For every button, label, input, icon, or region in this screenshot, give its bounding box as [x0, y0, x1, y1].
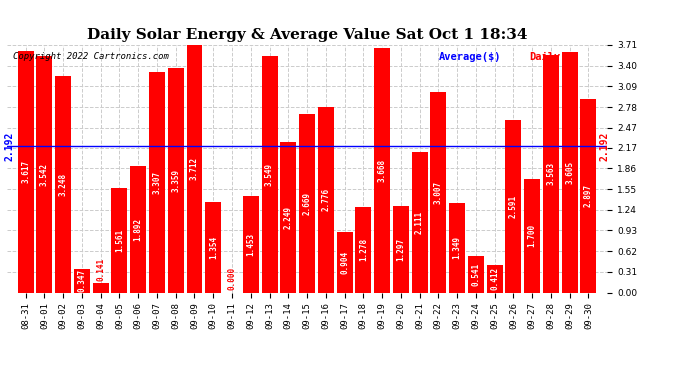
Bar	[168, 68, 184, 292]
Text: 0.000: 0.000	[228, 267, 237, 291]
Text: 0.412: 0.412	[490, 267, 499, 290]
Text: 3.712: 3.712	[190, 157, 199, 180]
Text: 3.549: 3.549	[265, 162, 274, 186]
Bar	[393, 206, 408, 292]
Text: 0.141: 0.141	[96, 258, 105, 281]
Bar	[543, 55, 559, 292]
Text: 2.897: 2.897	[584, 184, 593, 207]
Bar	[92, 283, 108, 292]
Text: 2.192: 2.192	[600, 132, 609, 161]
Text: 2.249: 2.249	[284, 206, 293, 229]
Text: Copyright 2022 Cartronics.com: Copyright 2022 Cartronics.com	[13, 53, 169, 62]
Bar	[149, 72, 165, 292]
Text: 3.007: 3.007	[434, 181, 443, 204]
Bar	[355, 207, 371, 292]
Text: 1.354: 1.354	[209, 236, 218, 259]
Text: 1.561: 1.561	[115, 229, 124, 252]
Text: Average($): Average($)	[439, 53, 502, 62]
Bar	[112, 188, 128, 292]
Bar	[524, 179, 540, 292]
Text: 3.307: 3.307	[152, 171, 161, 194]
Text: 0.541: 0.541	[471, 263, 480, 286]
Text: 3.248: 3.248	[59, 172, 68, 196]
Bar	[55, 76, 71, 292]
Bar	[186, 45, 202, 292]
Bar	[468, 256, 484, 292]
Text: 2.669: 2.669	[302, 192, 312, 215]
Text: 0.904: 0.904	[340, 251, 349, 274]
Bar	[206, 202, 221, 292]
Bar	[486, 265, 502, 292]
Bar	[374, 48, 390, 292]
Text: 0.347: 0.347	[77, 269, 86, 292]
Text: 2.111: 2.111	[415, 210, 424, 234]
Text: 1.297: 1.297	[396, 238, 405, 261]
Text: 1.453: 1.453	[246, 232, 255, 256]
Title: Daily Solar Energy & Average Value Sat Oct 1 18:34: Daily Solar Energy & Average Value Sat O…	[87, 28, 527, 42]
Bar	[580, 99, 596, 292]
Bar	[562, 52, 578, 292]
Bar	[299, 114, 315, 292]
Bar	[37, 56, 52, 292]
Bar	[280, 142, 296, 292]
Bar	[243, 196, 259, 292]
Text: 2.591: 2.591	[509, 195, 518, 217]
Text: 3.668: 3.668	[377, 159, 386, 182]
Bar	[412, 152, 428, 292]
Bar	[262, 56, 277, 292]
Bar	[431, 92, 446, 292]
Bar	[318, 107, 334, 292]
Text: Daily($): Daily($)	[529, 53, 579, 63]
Bar	[337, 232, 353, 292]
Text: 1.278: 1.278	[359, 238, 368, 261]
Bar	[506, 120, 522, 292]
Text: 1.700: 1.700	[528, 224, 537, 248]
Text: 3.563: 3.563	[546, 162, 555, 185]
Text: 3.359: 3.359	[171, 169, 180, 192]
Text: 3.617: 3.617	[21, 160, 30, 183]
Bar	[74, 269, 90, 292]
Text: 2.776: 2.776	[322, 188, 331, 211]
Text: 3.605: 3.605	[565, 161, 574, 184]
Bar	[449, 202, 465, 292]
Text: 1.892: 1.892	[134, 218, 143, 241]
Text: 1.349: 1.349	[453, 236, 462, 259]
Text: 2.192: 2.192	[5, 132, 14, 161]
Bar	[130, 166, 146, 292]
Bar	[18, 51, 34, 292]
Text: 3.542: 3.542	[40, 163, 49, 186]
